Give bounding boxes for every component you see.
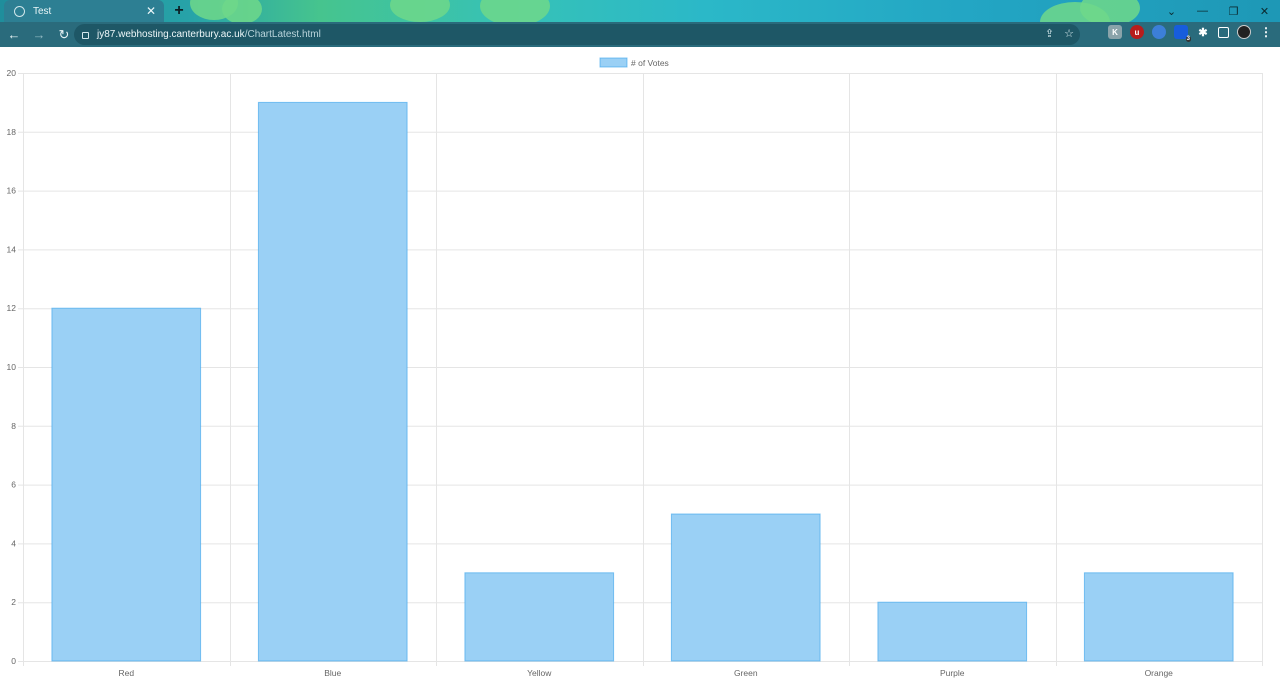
y-tick-label: 12 bbox=[7, 303, 17, 313]
tab-search-chevron-icon[interactable]: ⌄ bbox=[1166, 5, 1177, 18]
y-tick-label: 6 bbox=[11, 480, 16, 490]
share-icon[interactable]: ⇪ bbox=[1044, 28, 1055, 40]
globe-icon bbox=[14, 5, 25, 17]
bar-green bbox=[670, 513, 821, 662]
y-tick-label: 18 bbox=[7, 127, 17, 137]
forward-arrow-icon[interactable]: → bbox=[32, 27, 46, 42]
bar-red bbox=[51, 307, 202, 662]
url-text: jy87.webhosting.canterbury.ac.uk/ChartLa… bbox=[97, 29, 321, 40]
tab-title: Test bbox=[33, 5, 52, 17]
profile-avatar[interactable] bbox=[1237, 25, 1251, 39]
theme-cloud-decoration bbox=[1080, 0, 1140, 22]
close-icon[interactable]: ✕ bbox=[145, 4, 157, 18]
x-tick-label: Orange bbox=[1145, 668, 1174, 678]
legend-label: # of Votes bbox=[631, 58, 669, 68]
bar-yellow bbox=[464, 572, 615, 662]
y-tick-label: 0 bbox=[11, 656, 16, 666]
bar-chart: 0 2 4 6 8 10 12 14 16 18 20 Red Blue Yellow Green Purpl… bbox=[7, 57, 1263, 678]
side-panel-icon[interactable] bbox=[1218, 26, 1229, 38]
url-host: jy87.webhosting.canterbury.ac.uk bbox=[97, 29, 245, 40]
chart-container: 0 2 4 6 8 10 12 14 16 18 20 Red Blue Yellow Green Purpl… bbox=[0, 47, 1280, 688]
x-tick-label: Green bbox=[734, 668, 758, 678]
menu-kebab-icon[interactable]: ⋮ bbox=[1260, 25, 1272, 39]
browser-tab[interactable]: Test ✕ bbox=[4, 0, 164, 22]
extension-drop-icon[interactable] bbox=[1152, 25, 1166, 39]
y-tick-label: 16 bbox=[7, 186, 17, 196]
restore-icon[interactable]: ❐ bbox=[1228, 5, 1239, 18]
theme-cloud-decoration bbox=[390, 0, 450, 22]
url-path: /ChartLatest.html bbox=[244, 29, 321, 40]
tab-strip: Test ✕ + ⌄ — ❐ ✕ bbox=[0, 0, 1280, 22]
x-tick-label: Blue bbox=[324, 668, 341, 678]
x-tick-label: Purple bbox=[940, 668, 965, 678]
legend-swatch bbox=[599, 57, 628, 68]
y-tick-label: 10 bbox=[7, 362, 17, 372]
x-tick-label: Yellow bbox=[527, 668, 552, 678]
y-tick-label: 2 bbox=[11, 597, 16, 607]
x-tick-label: Red bbox=[118, 668, 134, 678]
extension-badge: 3 bbox=[1185, 36, 1191, 42]
window-close-icon[interactable]: ✕ bbox=[1259, 5, 1270, 18]
bookmark-star-icon[interactable]: ☆ bbox=[1064, 28, 1074, 40]
back-arrow-icon[interactable]: ← bbox=[7, 27, 21, 42]
new-tab-button[interactable]: + bbox=[174, 2, 184, 19]
browser-toolbar: ← → ↻ jy87.webhosting.canterbury.ac.uk/C… bbox=[0, 22, 1280, 47]
address-bar[interactable]: jy87.webhosting.canterbury.ac.uk/ChartLa… bbox=[74, 24, 1080, 45]
extension-k-icon[interactable]: K bbox=[1108, 25, 1122, 39]
window-controls: ⌄ — ❐ ✕ bbox=[1156, 0, 1280, 22]
omnibox-actions: ⇪ ☆ bbox=[1045, 27, 1074, 40]
ublock-icon[interactable]: u bbox=[1130, 25, 1144, 39]
bitwarden-icon[interactable]: 3 bbox=[1174, 25, 1191, 42]
y-tick-label: 4 bbox=[11, 538, 16, 548]
y-tick-label: 14 bbox=[7, 244, 17, 254]
y-tick-label: 20 bbox=[7, 68, 17, 78]
extensions-area: K u 3 ✱ ⋮ bbox=[1108, 25, 1273, 42]
lock-icon bbox=[82, 32, 89, 39]
bar-blue bbox=[257, 101, 408, 662]
theme-cloud-decoration bbox=[480, 0, 550, 22]
minimize-icon[interactable]: — bbox=[1197, 5, 1208, 17]
reload-icon[interactable]: ↻ bbox=[58, 26, 70, 42]
bar-purple bbox=[877, 601, 1028, 662]
y-tick-label: 8 bbox=[11, 421, 16, 431]
bar-orange bbox=[1083, 572, 1234, 662]
extensions-puzzle-icon[interactable]: ✱ bbox=[1198, 26, 1208, 39]
theme-cloud-decoration bbox=[222, 0, 262, 22]
